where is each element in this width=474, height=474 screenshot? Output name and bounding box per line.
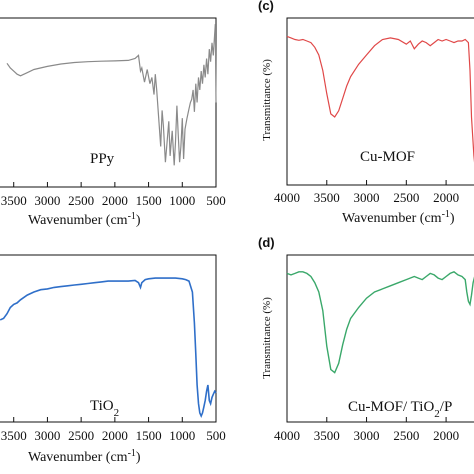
composite-x-tick-label-3500: 3500 xyxy=(314,428,340,443)
ppy-spectrum-line xyxy=(6,23,217,166)
composite-x-tick-label-2500: 2500 xyxy=(393,428,419,443)
cu-mof-x-tick-label-1500: 1500 xyxy=(473,190,474,205)
cu-mof-x-tick-label-2000: 2000 xyxy=(433,190,459,205)
ppy-panel: 4000350030002500200015001000500 PPy Wave… xyxy=(0,17,226,229)
cu-mof-panel: (c) 4000 3500 3000 2500 2000 1500 Transmittan… xyxy=(258,0,474,226)
cu-mof-x-axis-title: Wavenumber (cm-1) xyxy=(342,209,455,227)
composite-x-tick-label-3000: 3000 xyxy=(354,428,380,443)
tio2-x-tick-label-3500: 3500 xyxy=(1,428,27,443)
ppy-x-tick-label-2000: 2000 xyxy=(102,193,128,208)
composite-plot-frame xyxy=(286,254,474,423)
cu-mof-spectrum-line xyxy=(286,35,474,163)
cu-mof-x-tick-label-2500: 2500 xyxy=(393,190,419,205)
ppy-sample-label: PPy xyxy=(90,151,115,167)
ppy-x-tick-label-3000: 3000 xyxy=(34,193,60,208)
tio2-x-tick-label-1000: 1000 xyxy=(169,428,195,443)
composite-x-tick-label-2000: 2000 xyxy=(433,428,459,443)
cu-mof-sample-label: Cu-MOF xyxy=(360,149,415,165)
composite-x-tick-label-4000: 4000 xyxy=(274,428,300,443)
tio2-plot-frame xyxy=(0,254,217,423)
ppy-x-tick-label-2500: 2500 xyxy=(68,193,94,208)
tio2-spectrum-line xyxy=(0,277,217,419)
ppy-x-tick-label-1000: 1000 xyxy=(169,193,195,208)
cu-mof-x-tick-label-3000: 3000 xyxy=(354,190,380,205)
tio2-x-axis: 4000350030002500200015001000500 xyxy=(1,417,226,443)
ppy-x-tick-label-500: 500 xyxy=(206,193,226,208)
composite-x-tick-label-1500: 1500 xyxy=(473,428,474,443)
composite-x-axis: 4000 3500 3000 2500 2000 1500 xyxy=(274,417,474,443)
ppy-x-tick-label-3500: 3500 xyxy=(1,193,27,208)
composite-y-axis-title: Transmittance (%) xyxy=(261,297,273,379)
cu-mof-plot-frame xyxy=(286,17,474,186)
tio2-panel: 4000350030002500200015001000500 TiO2 Wav… xyxy=(0,254,226,466)
cu-mof-x-axis: 4000 3500 3000 2500 2000 1500 xyxy=(274,180,474,205)
cu-mof-x-tick-label-3500: 3500 xyxy=(314,190,340,205)
panel-c-letter: (c) xyxy=(258,0,274,13)
tio2-x-tick-label-2000: 2000 xyxy=(102,428,128,443)
composite-spectrum-line xyxy=(286,270,474,374)
tio2-x-tick-label-1500: 1500 xyxy=(136,428,162,443)
tio2-x-tick-label-2500: 2500 xyxy=(68,428,94,443)
tio2-x-axis-title: Wavenumber (cm-1) xyxy=(28,448,141,466)
ppy-x-tick-label-1500: 1500 xyxy=(136,193,162,208)
cu-mof-y-axis-title: Transmittance (%) xyxy=(261,59,273,141)
composite-sample-label: Cu-MOF/ TiO2/P xyxy=(348,399,452,420)
cu-mof-x-tick-label-4000: 4000 xyxy=(274,190,300,205)
tio2-x-tick-label-500: 500 xyxy=(206,428,226,443)
ppy-x-axis: 4000350030002500200015001000500 xyxy=(1,182,226,208)
tio2-sample-label: TiO2 xyxy=(90,398,119,419)
composite-panel: (d) 4000 3500 3000 2500 2000 1500 Transmittan… xyxy=(258,235,474,443)
tio2-x-tick-label-3000: 3000 xyxy=(34,428,60,443)
ppy-x-axis-title: Wavenumber (cm-1) xyxy=(28,211,141,229)
panel-d-letter: (d) xyxy=(258,235,275,250)
